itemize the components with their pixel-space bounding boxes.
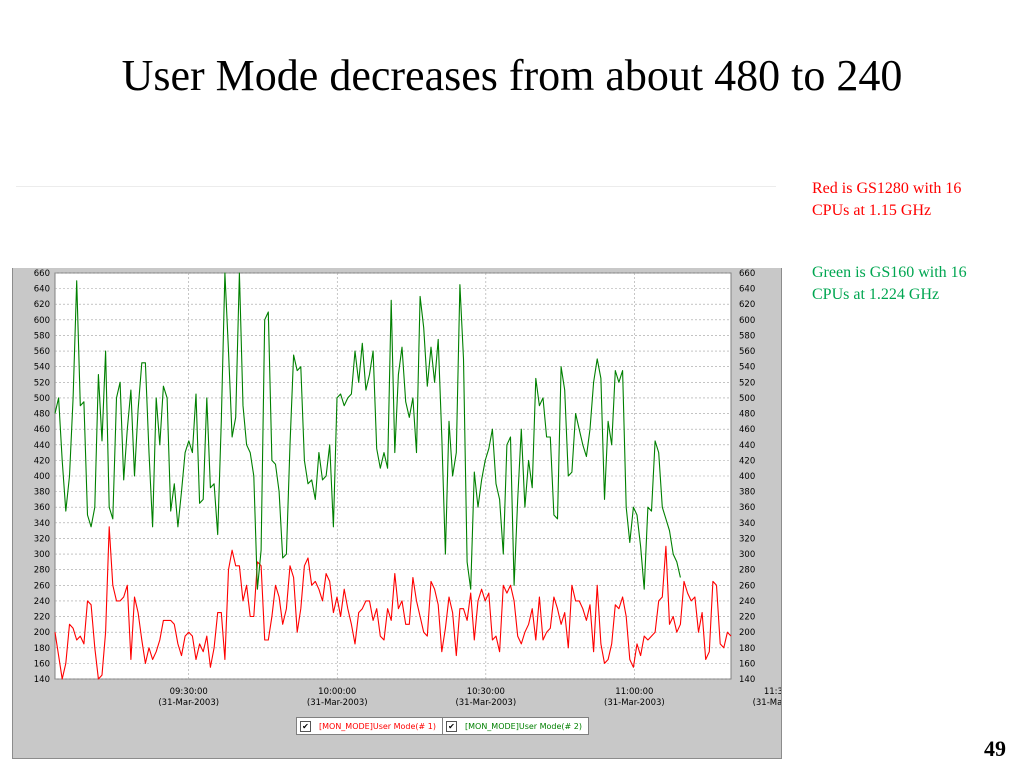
y-tick-label-right: 240: [739, 597, 755, 607]
y-tick-label-left: 560: [34, 347, 50, 357]
y-tick-label-right: 520: [739, 378, 755, 388]
y-tick-label-left: 180: [34, 644, 50, 654]
y-tick-label-right: 420: [739, 456, 755, 466]
checkbox-checked-icon[interactable]: ✔: [300, 720, 311, 732]
y-tick-label-left: 360: [34, 503, 50, 513]
y-tick-label-left: 380: [34, 488, 50, 498]
x-tick-sublabel: (31-Mar-2003): [604, 698, 665, 708]
y-tick-label-right: 460: [739, 425, 755, 435]
y-tick-label-left: 580: [34, 331, 50, 341]
y-tick-label-left: 340: [34, 519, 50, 529]
y-tick-label-right: 200: [739, 628, 755, 638]
divider-line: [16, 186, 776, 187]
y-tick-label-right: 160: [739, 659, 755, 669]
y-tick-label-right: 620: [739, 300, 755, 310]
y-tick-label-right: 180: [739, 644, 755, 654]
y-tick-label-left: 420: [34, 456, 50, 466]
chart-legend: ✔ [MON_MODE]User Mode(# 1) ✔ [MON_MODE]U…: [296, 717, 589, 735]
y-tick-label-right: 260: [739, 581, 755, 591]
y-tick-label-left: 480: [34, 410, 50, 420]
y-tick-label-right: 140: [739, 675, 755, 685]
x-tick-sublabel: (31-Mar-2003): [307, 698, 368, 708]
y-tick-label-right: 360: [739, 503, 755, 513]
x-tick-sublabel: (31-Mar-2003): [158, 698, 219, 708]
y-tick-label-right: 380: [739, 488, 755, 498]
y-tick-label-left: 260: [34, 581, 50, 591]
x-tick-label: 10:00:00: [318, 687, 356, 697]
y-tick-label-right: 660: [739, 269, 755, 279]
x-tick-sublabel: (31-Mar-2003): [753, 698, 781, 708]
y-tick-label-left: 620: [34, 300, 50, 310]
y-tick-label-right: 320: [739, 534, 755, 544]
y-tick-label-right: 400: [739, 472, 755, 482]
y-tick-label-left: 660: [34, 269, 50, 279]
line-chart: 140 140 160 160 180 180 200 200 220 220 240 240 260 2…: [34, 269, 781, 708]
x-tick-sublabel: (31-Mar-2003): [455, 698, 516, 708]
y-tick-label-left: 400: [34, 472, 50, 482]
y-tick-label-left: 160: [34, 659, 50, 669]
y-tick-label-right: 540: [739, 363, 755, 373]
x-tick-label: 09:30:00: [170, 687, 208, 697]
y-tick-label-left: 220: [34, 613, 50, 623]
y-tick-label-right: 440: [739, 441, 755, 451]
y-tick-label-right: 600: [739, 316, 755, 326]
y-tick-label-left: 600: [34, 316, 50, 326]
note-red-series: Red is GS1280 with 16 CPUs at 1.15 GHz: [812, 180, 962, 219]
y-tick-label-left: 540: [34, 363, 50, 373]
legend-label-series-1: [MON_MODE]User Mode(# 1): [319, 721, 436, 731]
series-line-1: [54, 526, 732, 680]
y-tick-label-left: 200: [34, 628, 50, 638]
y-tick-label-left: 300: [34, 550, 50, 560]
y-tick-label-left: 240: [34, 597, 50, 607]
y-tick-label-right: 500: [739, 394, 755, 404]
y-tick-label-left: 500: [34, 394, 50, 404]
note-green-series: Green is GS160 with 16 CPUs at 1.224 GHz: [812, 264, 967, 303]
x-tick-label: 11:00:00: [615, 687, 653, 697]
slide-title: User Mode decreases from about 480 to 24…: [121, 51, 903, 100]
y-tick-label-right: 640: [739, 285, 755, 295]
y-tick-label-right: 480: [739, 410, 755, 420]
checkbox-checked-icon[interactable]: ✔: [446, 720, 457, 732]
y-tick-label-right: 220: [739, 613, 755, 623]
y-tick-label-left: 520: [34, 378, 50, 388]
y-tick-label-left: 440: [34, 441, 50, 451]
x-tick-label: 10:30:00: [467, 687, 505, 697]
legend-item-series-1[interactable]: ✔ [MON_MODE]User Mode(# 1): [297, 718, 442, 734]
y-tick-label-right: 560: [739, 347, 755, 357]
legend-label-series-2: [MON_MODE]User Mode(# 2): [465, 721, 582, 731]
series-line-2: [54, 272, 681, 590]
chart-panel: 140 140 160 160 180 180 200 200 220 220 240 240 260 2…: [12, 268, 782, 759]
page-number: 49: [984, 736, 1006, 761]
y-tick-label-left: 140: [34, 675, 50, 685]
y-tick-label-left: 640: [34, 285, 50, 295]
y-tick-label-left: 280: [34, 566, 50, 576]
y-tick-label-left: 320: [34, 534, 50, 544]
legend-item-series-2[interactable]: ✔ [MON_MODE]User Mode(# 2): [442, 718, 588, 734]
y-tick-label-right: 340: [739, 519, 755, 529]
y-tick-label-left: 460: [34, 425, 50, 435]
y-tick-label-right: 300: [739, 550, 755, 560]
x-tick-label: 11:30:00: [764, 687, 781, 697]
y-tick-label-right: 580: [739, 331, 755, 341]
y-tick-label-right: 280: [739, 566, 755, 576]
